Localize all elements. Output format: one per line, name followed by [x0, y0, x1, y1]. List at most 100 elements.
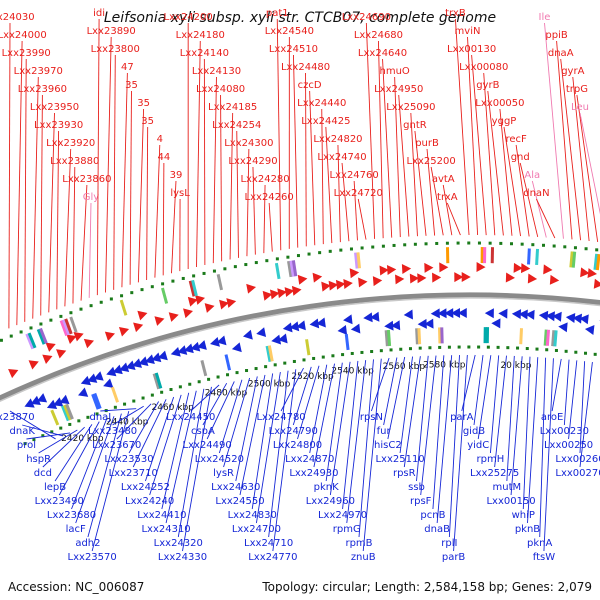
- reverse-feature-label: Lxx00250: [544, 440, 593, 451]
- forward-leader-line: [503, 126, 521, 237]
- forward-gene-arrow: [204, 303, 215, 313]
- cog-block-reverse: [344, 333, 350, 351]
- forward-feature-label: Lxx24480: [281, 62, 330, 73]
- forward-leader-line: [56, 130, 60, 310]
- outer-tick-mark: [0, 338, 3, 342]
- reverse-gene-arrow: [484, 308, 494, 319]
- kbp-tick-label: 2520 kbp: [291, 372, 334, 382]
- forward-feature-label: Lxx24640: [358, 48, 407, 59]
- reverse-leader-line: [448, 355, 460, 538]
- reverse-leader-line: [91, 411, 130, 552]
- forward-gene-arrow: [42, 354, 53, 364]
- forward-feature-label: Lxx24030: [0, 12, 35, 23]
- reverse-leader-line: [506, 355, 515, 482]
- inner-tick-mark: [50, 430, 54, 434]
- reverse-gene-arrow: [138, 356, 149, 366]
- kbp-tick-label: 2480 kbp: [205, 389, 248, 399]
- inner-tick-mark: [506, 346, 510, 350]
- inner-tick-mark: [447, 345, 451, 349]
- outer-tick-mark: [531, 243, 535, 247]
- forward-feature-label: Lxx24680: [354, 30, 403, 41]
- forward-leader-line: [579, 112, 600, 215]
- cog-block-reverse: [93, 392, 102, 409]
- forward-feature-label: yggP: [492, 116, 517, 127]
- forward-feature-label: Lxx23990: [2, 48, 51, 59]
- forward-gene-arrow: [133, 322, 144, 333]
- forward-feature-label: Lxx23950: [30, 102, 79, 113]
- cog-block-forward: [27, 332, 37, 349]
- forward-leader-line: [212, 76, 217, 264]
- forward-feature-label: Lxx00050: [475, 98, 524, 109]
- cog-block-forward: [480, 247, 484, 264]
- reverse-feature-label: Lxx24240: [125, 496, 174, 507]
- reverse-gene-arrow: [451, 308, 461, 319]
- outer-tick-mark: [244, 263, 248, 267]
- reverse-leader-line: [182, 386, 212, 552]
- inner-tick-mark: [188, 382, 192, 386]
- reverse-feature-label: Lxx24490: [183, 440, 232, 451]
- forward-leader-line: [8, 22, 11, 329]
- forward-leader-line: [113, 54, 116, 290]
- forward-feature-label: Lxx24290: [228, 156, 277, 167]
- reverse-leader-line: [26, 432, 71, 440]
- outer-tick-mark: [520, 242, 524, 246]
- forward-leader-line: [24, 58, 27, 322]
- outer-tick-mark: [254, 261, 258, 265]
- forward-leader-line: [40, 94, 43, 316]
- forward-feature-label: gnd: [511, 152, 530, 163]
- cog-block-reverse: [265, 345, 272, 363]
- reverse-leader-line: [251, 373, 274, 510]
- topology-label: Topology: circular; Length: 2,584,158 bp…: [262, 580, 592, 594]
- reverse-leader-line: [568, 360, 578, 440]
- forward-feature-label: purB: [415, 138, 439, 149]
- inner-tick-mark: [273, 363, 277, 367]
- cog-block-forward: [527, 248, 531, 265]
- reverse-leader-line: [239, 374, 266, 496]
- inner-tick-mark: [141, 396, 145, 400]
- inner-tick-mark: [321, 355, 325, 359]
- outer-tick-mark: [371, 245, 375, 249]
- reverse-leader-line: [477, 355, 492, 440]
- reverse-feature-label: mutM: [493, 482, 522, 493]
- reverse-feature-label: Lxx23870: [0, 412, 35, 423]
- outer-tick-mark: [109, 297, 113, 301]
- inner-tick-mark: [486, 345, 490, 349]
- reverse-gene-arrow: [511, 309, 522, 320]
- reverse-feature-label: hspR: [26, 454, 51, 465]
- cog-block-forward: [119, 299, 128, 316]
- forward-feature-label: Lxx24425: [301, 116, 350, 127]
- forward-feature-label: Leu: [571, 102, 589, 113]
- reverse-feature-label: rpsN: [360, 412, 383, 423]
- cog-block-reverse: [386, 329, 392, 347]
- forward-feature-label: 35: [137, 98, 150, 109]
- reverse-feature-label: whiP: [512, 510, 535, 521]
- reverse-feature-label: Lxx24870: [285, 454, 334, 465]
- reverse-gene-arrow: [579, 314, 589, 325]
- forward-leader-line: [96, 18, 100, 296]
- forward-feature-label: idi: [93, 8, 105, 19]
- outer-tick-mark: [265, 259, 269, 263]
- inner-tick-mark: [23, 442, 27, 446]
- forward-leader-line: [246, 148, 250, 257]
- cog-block-forward: [161, 287, 169, 304]
- inner-tick-mark: [302, 358, 306, 362]
- forward-leader-line: [72, 166, 76, 304]
- cog-block-forward: [289, 260, 295, 277]
- forward-feature-label: Lxx23860: [62, 174, 111, 185]
- reverse-gene-arrow: [558, 322, 568, 333]
- reverse-feature-label: Lxx24780: [256, 412, 305, 423]
- reverse-feature-label: Lxx24930: [289, 468, 338, 479]
- reverse-leader-line: [100, 408, 137, 412]
- cog-block-forward: [191, 279, 198, 297]
- reverse-feature-label: pknB: [515, 524, 540, 535]
- reverse-feature-label: Lxx24970: [318, 510, 367, 521]
- forward-feature-label: Lxx24720: [334, 188, 383, 199]
- forward-leader-line: [446, 202, 461, 236]
- reverse-gene-arrow: [430, 308, 440, 319]
- reverse-leader-line: [371, 357, 390, 412]
- inner-tick-mark: [41, 434, 45, 438]
- forward-gene-arrow: [118, 326, 130, 337]
- outer-tick-mark: [150, 285, 154, 289]
- forward-leader-line: [196, 40, 201, 267]
